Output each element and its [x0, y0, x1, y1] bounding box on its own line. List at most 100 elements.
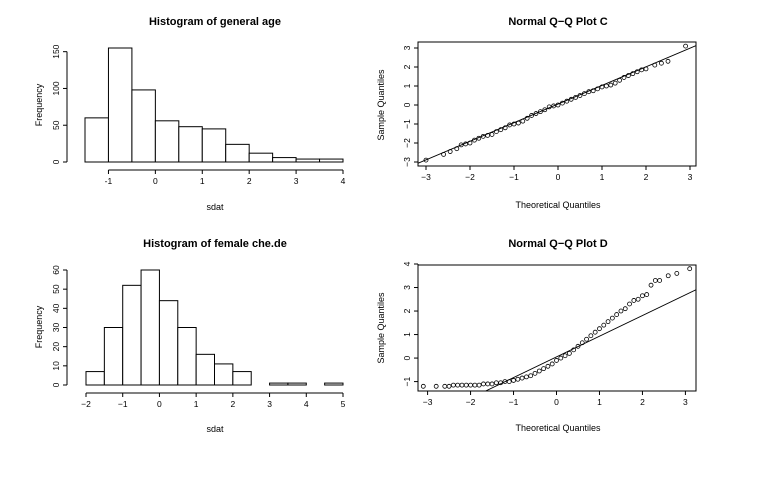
qq-point — [502, 125, 508, 131]
qq-point — [601, 322, 607, 328]
x-tick-label: −1 — [509, 172, 519, 182]
x-axis-label: Theoretical Quantiles — [515, 423, 601, 433]
histogram-bar — [295, 158, 321, 163]
qq-point — [441, 151, 447, 157]
y-tick-label: −2 — [402, 138, 412, 148]
histogram-bar — [269, 382, 289, 386]
x-tick-label: −1 — [509, 397, 519, 407]
y-tick-label: 100 — [51, 81, 61, 95]
histogram-bar — [107, 47, 133, 163]
qq-point — [665, 58, 671, 64]
qq-point — [621, 75, 627, 80]
qq-point — [575, 343, 581, 349]
histogram-bar — [319, 158, 344, 163]
qq-point — [558, 355, 564, 361]
y-tick-label: 30 — [51, 323, 61, 333]
y-tick-label: −1 — [402, 119, 412, 129]
qq-point — [476, 135, 482, 141]
qq-point — [480, 133, 486, 139]
histogram-bar — [248, 152, 274, 163]
qq-point — [498, 127, 504, 133]
qq-point — [687, 266, 693, 272]
qq-point — [657, 278, 663, 283]
qq-point — [423, 157, 429, 163]
histogram-bar — [154, 120, 180, 163]
histogram-bar — [324, 382, 344, 386]
qq-point — [588, 333, 594, 339]
x-axis-label: sdat — [206, 202, 224, 212]
qq-point — [541, 366, 547, 372]
histogram-bar — [272, 157, 297, 163]
qq-point — [592, 329, 598, 335]
qq-point — [652, 278, 658, 283]
x-tick-label: −2 — [466, 397, 476, 407]
qq-point — [450, 382, 456, 388]
qq-point — [568, 96, 574, 102]
qq-point — [562, 353, 568, 359]
x-tick-label: 2 — [247, 176, 252, 186]
qq-point — [467, 140, 473, 146]
histogram-bar — [140, 269, 160, 386]
qq-reference-line — [418, 45, 696, 164]
y-tick-label: 20 — [51, 342, 61, 352]
x-axis-label: Theoretical Quantiles — [515, 200, 601, 210]
x-tick-label: −1 — [118, 399, 128, 409]
qq-point — [433, 383, 439, 389]
y-tick-label: 50 — [51, 284, 61, 294]
histogram-bar — [158, 300, 179, 386]
qq-point — [614, 312, 620, 317]
qq-point — [506, 379, 512, 384]
y-tick-label: 60 — [51, 265, 61, 275]
qq-point — [555, 102, 561, 108]
qq-point — [458, 142, 464, 148]
qq-point — [515, 376, 521, 382]
y-tick-label: 1 — [402, 332, 412, 337]
x-tick-label: -1 — [105, 176, 113, 186]
qq-point — [635, 296, 641, 302]
y-tick-label: 2 — [402, 308, 412, 313]
qq-point — [627, 301, 632, 307]
chart-title: Normal Q−Q Plot D — [508, 238, 607, 250]
qq-point — [609, 315, 615, 321]
x-tick-label: 3 — [294, 176, 299, 186]
qq-point — [595, 86, 600, 92]
qq-point — [571, 347, 577, 353]
qq-point — [442, 383, 448, 389]
qq-point — [643, 66, 649, 72]
qq-point — [529, 113, 534, 118]
x-tick-label: 2 — [640, 397, 645, 407]
x-tick-label: 3 — [688, 172, 693, 182]
chart-title: Histogram of general age — [149, 16, 281, 28]
qq-point — [648, 282, 654, 288]
x-tick-label: 0 — [556, 172, 561, 182]
qq-point — [498, 380, 504, 386]
x-tick-label: 0 — [157, 399, 162, 409]
qq-point — [566, 350, 572, 356]
histogram-bar — [103, 327, 124, 386]
qq-point — [493, 129, 499, 135]
qq-point — [626, 73, 631, 78]
histogram-bar — [195, 353, 215, 386]
x-tick-label: 1 — [200, 176, 205, 186]
qq-point — [546, 104, 552, 110]
qq-point — [560, 100, 565, 106]
qq-point — [524, 115, 530, 121]
qq-point — [511, 378, 516, 383]
y-tick-label: 10 — [51, 361, 61, 371]
x-tick-label: 4 — [341, 176, 346, 186]
histogram-bar — [225, 143, 250, 163]
qq-point — [516, 120, 521, 126]
qq-point — [472, 382, 478, 388]
qq-point — [485, 381, 491, 387]
qq-point — [665, 273, 671, 279]
plot-frame — [417, 264, 697, 392]
histogram-bar — [122, 284, 142, 386]
x-tick-label: −2 — [81, 399, 91, 409]
qq-point — [584, 336, 589, 342]
qq-point — [634, 69, 640, 75]
qq-point — [586, 89, 592, 95]
qq-point — [519, 375, 525, 381]
histogram-bar — [287, 382, 307, 386]
y-tick-label: 0 — [402, 355, 412, 360]
